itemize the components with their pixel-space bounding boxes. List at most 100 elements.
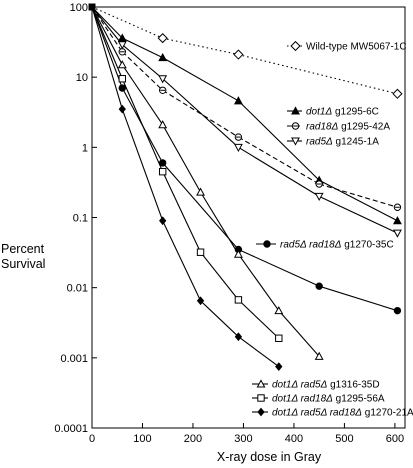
series-dot1rad5-point [314,351,324,360]
series-dot1rad5rad18-segment [121,108,164,221]
legend-label-part: Wild-type MW5067-1C [306,42,407,53]
series-rad5rad18-point [315,282,323,290]
series-rad5rad18-segment [238,248,320,287]
series-rad5rad18-segment [91,6,123,89]
series-rad18-segment [319,183,398,208]
series-dot1rad5-segment [278,310,320,357]
legend-label-part: dot1Δ rad5Δ [272,380,328,391]
legend-entry-dot1rad5: dot1Δ rad5Δ g1316-35D [252,379,380,391]
legend-marker-dot1 [291,106,300,115]
series-rad5-point [117,41,127,50]
series-dot1rad18-point [275,334,283,342]
series-rad5rad18-segment [319,285,398,312]
legend-label-wt: Wild-type MW5067-1C [306,42,407,53]
series-layer [88,3,403,371]
legend-label-rad5: rad5Δ g1245-1A [306,137,379,148]
series-dot1rad18-point [196,248,205,256]
series-dot1rad5-point [117,60,127,69]
y-axis-title-line1: Percent [1,242,45,256]
legend-entry-rad5: rad5Δ g1245-1A [287,137,379,148]
series-dot1rad5rad18-point [159,216,167,226]
legend-label-part: g1295-42A [338,122,390,133]
x-axis-title: X-ray dose in Gray [217,450,322,464]
legend-label-part: dot1Δ [306,107,332,118]
series-dot1rad5rad18-segment [238,336,280,368]
series-dot1-segment [238,100,320,181]
x-tick-label: 500 [335,433,353,445]
x-tick-label: 300 [234,433,252,445]
series-dot1rad18-point [158,167,167,176]
legend-label-part: g1316-35D [327,380,379,391]
legend-label-rad5rad18: rad5Δ rad18Δ g1270-35C [280,240,394,251]
label-layer: Percent Survival X-ray dose in Gray [1,242,322,464]
legend-entry-rad5rad18: rad5Δ rad18Δ g1270-35C [256,240,394,251]
series-dot1-segment [162,57,239,102]
y-tick-label: 100 [70,2,88,14]
legend-label-part: g1245-1A [333,137,379,148]
series-dot1rad5-point [196,187,205,196]
x-tick-label: 400 [285,433,303,445]
series-rad5rad18-point [118,84,126,92]
legend-marker-dot1rad5rad18 [257,407,265,417]
y-tick-label: 1 [82,142,88,154]
series-dot1rad5rad18-segment [162,220,202,302]
series-dot1-segment [122,37,163,59]
series-dot1rad5-segment [121,64,164,126]
series-rad5rad18-point [393,306,402,315]
legend-entry-dot1: dot1Δ g1295-6C [287,106,379,118]
series-dot1rad18 [91,6,283,342]
series-dot1rad5-point [274,306,284,315]
legend-marker-dot1rad18 [257,394,265,402]
series-rad5-point [233,143,243,152]
series-dot1-point [158,52,168,62]
series-rad5rad18 [91,6,402,315]
series-dot1rad5rad18-point [196,296,205,306]
plot-frame [91,6,406,429]
legend-marker-dot1rad5 [256,379,266,388]
y-axis-title-line2: Survival [1,257,45,271]
legend-label-part: g1270-35C [341,240,393,251]
series-dot1rad18-segment [91,6,123,79]
series-wt-point [392,88,403,99]
series-rad18-segment [121,51,164,91]
legend-label-part: rad5Δ [306,137,333,148]
legend-entry-dot1rad18: dot1Δ rad18Δ g1295-56A [252,394,385,405]
series-dot1rad5-point [158,120,168,129]
series-dot1-point [117,33,127,42]
series-rad5-point [314,192,324,202]
legend-label-part: g1270-21A [362,408,413,419]
series-dot1rad5rad18-point [275,362,283,371]
legend-label-part: dot1Δ rad5Δ rad18Δ [272,408,362,419]
series-dot1rad18-segment [162,171,202,253]
series-dot1rad5rad18-segment [91,6,123,110]
series-dot1rad18-segment [238,299,280,339]
series-wt-point [233,49,244,60]
series-rad5-point [392,229,402,238]
shared-start-point [88,3,96,11]
series-dot1rad5-segment [237,253,280,311]
legend-label-part: rad5Δ rad18Δ [280,240,342,251]
series-dot1rad18-point [234,296,243,304]
legend-label-part: g1295-56A [333,394,385,405]
y-tick-label: 0.01 [67,283,88,295]
legend-layer: Wild-type MW5067-1C dot1Δ g1295-6C rad18Δ … [252,40,413,419]
legend-label-part: g1295-6C [332,107,379,118]
series-dot1rad5 [91,6,324,360]
series-rad5-segment [121,44,164,80]
legend-label-dot1rad5: dot1Δ rad5Δ g1316-35D [272,380,380,391]
series-wt-point [157,33,168,44]
series-dot1rad5-segment [91,6,123,66]
series-dot1-point [392,216,402,225]
legend-label-rad18: rad18Δ g1295-42A [306,122,390,133]
y-tick-label: 10 [76,72,88,84]
y-tick-label: 0.1 [73,213,88,225]
series-dot1rad5rad18-point [234,332,243,342]
legend-label-part: dot1Δ rad18Δ [272,394,333,405]
series-dot1rad5rad18-segment [200,300,239,338]
series-dot1-segment [91,6,123,39]
series-rad5rad18-segment [162,162,239,250]
legend-label-dot1rad5rad18: dot1Δ rad5Δ rad18Δ g1270-21A [272,408,413,419]
legend-entry-dot1rad5rad18: dot1Δ rad5Δ rad18Δ g1270-21A [252,408,413,419]
